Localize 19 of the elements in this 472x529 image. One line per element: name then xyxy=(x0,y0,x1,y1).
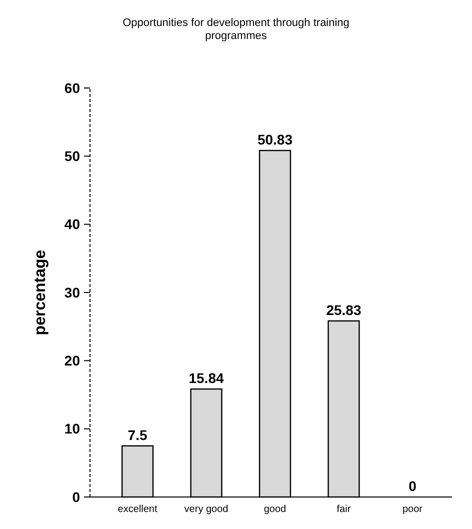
x-tick-label: good xyxy=(264,504,286,515)
x-tick-label: excellent xyxy=(118,504,158,515)
y-tick-label: 0 xyxy=(72,488,80,505)
x-tick-label: poor xyxy=(402,504,424,515)
y-axis-title: percentage xyxy=(32,250,49,336)
data-label: 50.83 xyxy=(257,132,293,148)
x-tick-label: fair xyxy=(336,504,352,515)
y-tick-label: 20 xyxy=(64,352,80,369)
y-tick-label: 40 xyxy=(64,216,80,232)
y-tick-label: 60 xyxy=(64,80,80,96)
y-tick-label: 50 xyxy=(64,148,80,164)
data-label: 15.84 xyxy=(188,370,224,386)
chart-title: Opportunities for development through training programmes xyxy=(122,17,350,42)
y-tick-label: 10 xyxy=(64,420,80,437)
data-label: 0 xyxy=(408,478,417,494)
y-tick-label: 30 xyxy=(64,284,80,300)
x-tick-label: very good xyxy=(184,504,228,515)
data-label: 7.5 xyxy=(128,426,148,443)
data-label: 25.83 xyxy=(326,302,362,318)
